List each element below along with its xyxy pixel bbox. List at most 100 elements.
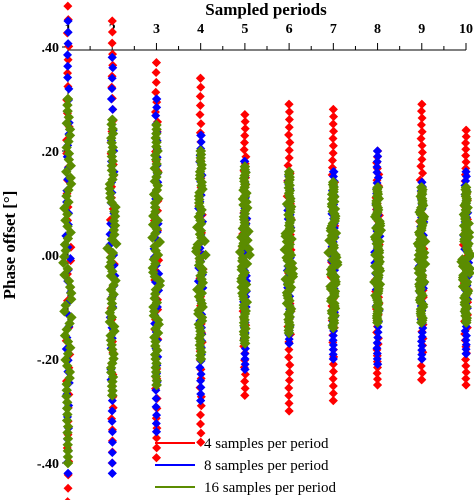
data-point-max — [417, 99, 427, 109]
data-point-min — [328, 396, 338, 406]
data-point — [65, 178, 77, 190]
data-point — [154, 236, 165, 248]
data-point-max — [372, 182, 383, 193]
data-point — [107, 38, 117, 48]
data-point — [329, 112, 339, 122]
data-point — [284, 352, 294, 362]
data-point-max — [328, 104, 338, 114]
x-tick-label: 6 — [286, 22, 293, 37]
data-point — [194, 187, 205, 198]
data-point — [152, 180, 163, 191]
data-point — [64, 84, 74, 94]
data-point — [152, 433, 162, 443]
data-point-min — [195, 353, 206, 365]
data-point — [59, 251, 70, 262]
data-point-max — [240, 110, 250, 120]
data-point-max — [107, 16, 117, 26]
data-point — [151, 171, 162, 183]
data-point-max — [373, 146, 383, 156]
data-point-max — [196, 73, 206, 83]
data-point — [192, 239, 203, 250]
data-point — [328, 388, 338, 398]
legend-label: 16 samples per period — [204, 480, 337, 496]
data-point — [106, 160, 118, 171]
data-point-min — [240, 390, 250, 400]
data-point — [61, 403, 73, 414]
data-point — [417, 127, 427, 137]
data-point — [195, 110, 205, 120]
data-point — [417, 141, 427, 151]
data-point — [284, 130, 294, 140]
data-point-min — [284, 338, 294, 348]
data-point — [328, 148, 338, 158]
data-point — [151, 77, 161, 87]
data-point-max — [461, 125, 471, 135]
data-point — [239, 145, 249, 155]
data-point-max — [416, 182, 427, 193]
data-point — [102, 243, 113, 254]
data-point — [63, 196, 74, 208]
data-point-max — [283, 166, 295, 177]
data-point — [107, 406, 117, 416]
data-point — [461, 367, 471, 377]
data-point — [196, 376, 206, 386]
data-point — [66, 287, 77, 299]
data-point-min — [461, 380, 471, 390]
data-point-max — [151, 58, 161, 68]
data-point — [418, 168, 428, 178]
data-point — [107, 416, 117, 426]
data-point — [62, 233, 74, 244]
series-3-points — [58, 93, 474, 469]
data-point — [328, 119, 338, 129]
data-point — [63, 50, 73, 60]
data-point — [328, 374, 338, 384]
data-point — [240, 383, 250, 393]
data-point — [284, 345, 294, 355]
y-ticks: .40 .20 .00 -.20 -.40 — [37, 41, 68, 472]
data-point-max — [328, 167, 338, 177]
data-point — [458, 229, 470, 240]
data-point — [417, 368, 427, 378]
data-point — [461, 144, 471, 154]
data-point — [464, 263, 474, 274]
data-point-min — [196, 437, 206, 447]
data-point-min — [284, 406, 294, 416]
data-point — [108, 289, 119, 300]
data-point-max — [239, 161, 251, 172]
data-point — [240, 131, 250, 141]
data-point — [328, 359, 338, 369]
data-point — [65, 342, 76, 353]
data-point — [107, 174, 118, 185]
data-point — [151, 402, 161, 412]
data-point — [106, 132, 117, 144]
data-point — [197, 263, 208, 275]
data-point — [62, 209, 73, 220]
data-point — [107, 73, 117, 83]
data-point-max — [328, 177, 339, 188]
data-point — [239, 138, 249, 148]
data-point — [284, 383, 294, 393]
data-point — [59, 330, 71, 341]
data-point — [107, 84, 117, 94]
data-point — [152, 102, 162, 112]
data-point — [64, 130, 76, 141]
data-point — [152, 410, 162, 420]
data-point — [285, 368, 295, 378]
data-point — [194, 253, 205, 264]
data-point-min — [372, 317, 383, 328]
data-point-max — [151, 119, 162, 131]
data-point — [195, 225, 207, 236]
data-point-min — [62, 457, 74, 469]
data-point — [196, 119, 206, 129]
data-point — [107, 27, 117, 37]
data-point — [372, 343, 382, 353]
data-point — [242, 235, 253, 246]
data-point — [62, 451, 74, 463]
data-point — [284, 398, 294, 408]
data-point-min — [328, 322, 339, 333]
data-point — [285, 138, 295, 148]
data-point — [417, 147, 427, 157]
data-point — [107, 371, 119, 383]
data-point — [240, 124, 250, 134]
data-point — [62, 397, 73, 408]
